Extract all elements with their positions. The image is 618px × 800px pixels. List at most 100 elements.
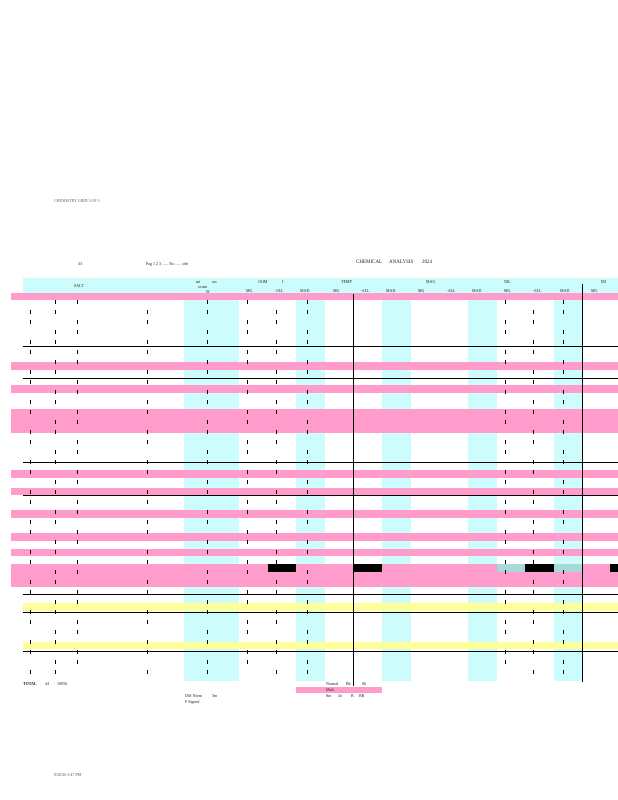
cell-tick xyxy=(30,580,31,584)
cell-tick xyxy=(505,570,506,574)
cell-tick xyxy=(147,400,148,404)
page-title-2: ANALYSIS xyxy=(389,260,414,265)
cell-tick xyxy=(307,460,308,464)
cell-tick xyxy=(30,530,31,534)
cell-tick xyxy=(276,580,277,584)
cell-tick xyxy=(307,580,308,584)
cell-tick xyxy=(30,670,31,674)
cell-tick xyxy=(505,300,506,304)
subheader-5: MAD xyxy=(386,288,396,293)
cell-tick xyxy=(247,540,248,544)
cell-tick xyxy=(55,330,56,334)
cell-tick xyxy=(207,460,208,464)
cell-tick xyxy=(533,410,534,414)
cell-tick xyxy=(30,320,31,324)
cell-tick xyxy=(247,390,248,394)
cell-tick xyxy=(30,650,31,654)
cell-tick xyxy=(55,610,56,614)
mult-val-1: 3a xyxy=(338,693,342,698)
cell-tick xyxy=(276,640,277,644)
diff-label: Diff Norm xyxy=(185,693,202,698)
cell-tick xyxy=(77,330,78,334)
cell-tick xyxy=(77,360,78,364)
cell-tick xyxy=(147,490,148,494)
cell-tick xyxy=(247,570,248,574)
cell-tick xyxy=(77,420,78,424)
cell-tick xyxy=(147,530,148,534)
cell-tick xyxy=(505,530,506,534)
subheader-8: MAD xyxy=(472,288,482,293)
mult-val-0: Sin xyxy=(326,693,332,698)
cell-tick xyxy=(505,420,506,424)
cell-tick xyxy=(30,380,31,384)
cell-tick xyxy=(247,560,248,564)
cell-tick xyxy=(533,470,534,474)
cell-tick xyxy=(307,610,308,614)
cell-tick xyxy=(77,560,78,564)
cell-tick xyxy=(505,390,506,394)
cell-tick xyxy=(55,510,56,514)
normal-b: 0b xyxy=(362,681,366,686)
cell-tick xyxy=(77,530,78,534)
cell-tick xyxy=(276,590,277,594)
cell-tick xyxy=(147,580,148,584)
summary-pink-band xyxy=(296,687,382,693)
cell-tick xyxy=(505,510,506,514)
subheader-12: MG xyxy=(591,288,598,293)
cell-tick xyxy=(247,630,248,634)
cell-tick xyxy=(276,550,277,554)
cell-tick xyxy=(147,470,148,474)
cell-tick xyxy=(276,530,277,534)
cell-tick xyxy=(276,620,277,624)
cell-tick xyxy=(533,670,534,674)
cell-tick xyxy=(207,420,208,424)
cell-tick xyxy=(307,450,308,454)
cell-tick xyxy=(307,630,308,634)
cell-tick xyxy=(55,670,56,674)
cell-tick xyxy=(247,500,248,504)
pink-row-4 xyxy=(11,470,618,478)
header-group-1c: ocum xyxy=(198,284,207,289)
cell-tick xyxy=(247,650,248,654)
cell-tick xyxy=(147,310,148,314)
cell-tick xyxy=(247,320,248,324)
subheader-7: +ILL xyxy=(447,288,456,293)
pink-row-7 xyxy=(11,533,618,541)
cell-tick xyxy=(247,480,248,484)
cell-tick xyxy=(77,470,78,474)
cell-tick xyxy=(77,300,78,304)
cyan-column-3 xyxy=(468,294,497,681)
cell-tick xyxy=(207,550,208,554)
cell-tick xyxy=(147,620,148,624)
cell-tick xyxy=(505,350,506,354)
cell-tick xyxy=(533,370,534,374)
cell-tick xyxy=(77,450,78,454)
cell-tick xyxy=(207,450,208,454)
cell-tick xyxy=(276,370,277,374)
cell-tick xyxy=(30,440,31,444)
cell-tick xyxy=(563,550,564,554)
cell-tick xyxy=(533,520,534,524)
cell-tick xyxy=(563,660,564,664)
cell-tick xyxy=(30,550,31,554)
cell-tick xyxy=(563,600,564,604)
cell-tick xyxy=(505,660,506,664)
cell-tick xyxy=(147,340,148,344)
cell-tick xyxy=(307,490,308,494)
cell-tick xyxy=(207,340,208,344)
cell-tick xyxy=(247,530,248,534)
cell-tick xyxy=(247,380,248,384)
row-rule-6 xyxy=(23,651,618,652)
cell-tick xyxy=(30,460,31,464)
cell-tick xyxy=(505,330,506,334)
cell-tick xyxy=(55,430,56,434)
cell-tick xyxy=(147,430,148,434)
cell-tick xyxy=(77,540,78,544)
cell-tick xyxy=(55,580,56,584)
cell-tick xyxy=(207,670,208,674)
cell-tick xyxy=(276,310,277,314)
cell-tick xyxy=(276,410,277,414)
cell-tick xyxy=(77,480,78,484)
cell-tick xyxy=(147,670,148,674)
